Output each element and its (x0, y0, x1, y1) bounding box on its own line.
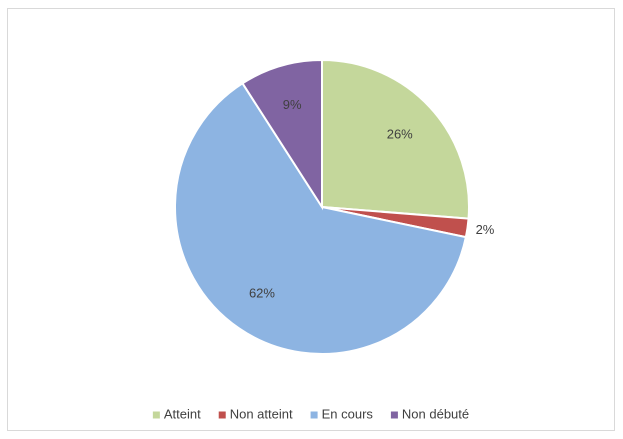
legend-swatch (218, 411, 226, 419)
legend: Atteint Non atteint En cours Non débuté (152, 406, 469, 421)
legend-swatch (310, 411, 318, 419)
legend-swatch (152, 411, 160, 419)
pie-slice (241, 58, 323, 211)
legend-label: En cours (322, 406, 374, 421)
pie (174, 58, 470, 355)
data-label: 9% (283, 97, 302, 112)
data-label: 2% (476, 222, 495, 237)
data-label: 62% (249, 286, 275, 301)
legend-label: Non débuté (402, 406, 469, 421)
pie-slice (321, 58, 470, 220)
data-label: 26% (387, 127, 413, 142)
pie-slice (174, 81, 468, 355)
legend-label: Atteint (164, 406, 201, 421)
legend-label: Non atteint (230, 406, 293, 421)
data-labels: 26% 2% 62% 9% (249, 97, 495, 301)
legend-swatch (390, 411, 398, 419)
